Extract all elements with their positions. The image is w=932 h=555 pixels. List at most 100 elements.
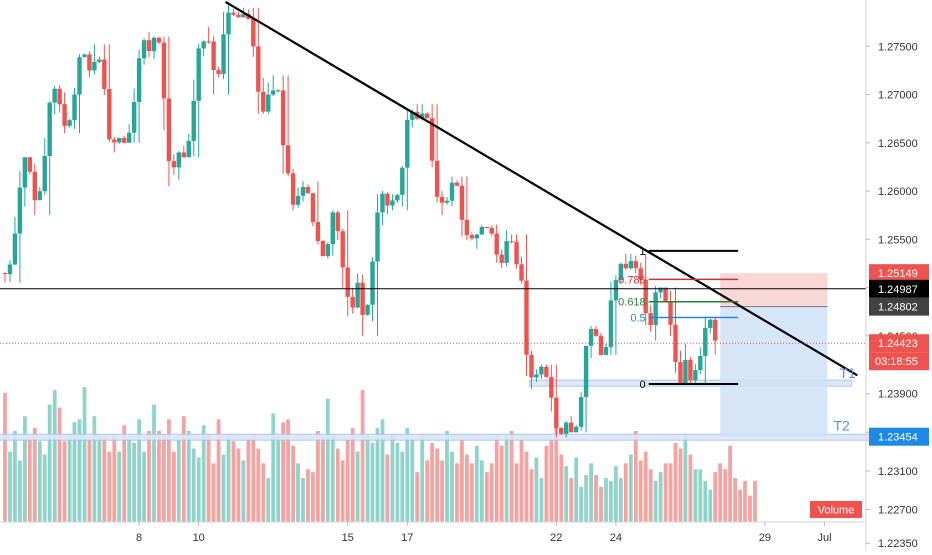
volume-bar (72, 422, 77, 522)
volume-bar (375, 428, 380, 522)
candle-body (370, 261, 375, 305)
volume-bar (82, 387, 87, 522)
volume-bar (395, 442, 400, 522)
volume-bar (172, 451, 176, 522)
candle-body (454, 182, 460, 186)
candle-body (494, 233, 499, 255)
candle-body (608, 300, 614, 348)
candle-body (583, 345, 589, 398)
candle-body (449, 182, 455, 201)
volume-bar (281, 422, 285, 522)
price-badge (869, 279, 929, 298)
volume-bar (221, 454, 226, 522)
price-tick-label: 1.26500 (878, 138, 918, 150)
candle-body (509, 241, 514, 243)
time-tick-label: Jul (817, 532, 831, 544)
volume-bar (87, 439, 92, 522)
volume-bar (42, 454, 47, 522)
volume-bar (122, 425, 127, 522)
candle-body (429, 118, 435, 161)
candle-body (544, 366, 549, 377)
volume-bar (400, 451, 405, 522)
price-badge-label: 1.24987 (878, 284, 918, 296)
volume-bar (445, 431, 449, 522)
volume-bar (271, 413, 276, 522)
volume-bar (534, 457, 539, 522)
volume-bar (514, 463, 519, 522)
volume-bar (276, 436, 281, 522)
fib-level-label: 0.5 (630, 312, 645, 324)
candle-body (161, 42, 167, 99)
candle-body (375, 212, 380, 262)
candle-body (573, 426, 579, 433)
candle-body (156, 37, 162, 43)
candle-body (335, 212, 340, 232)
candle-body (211, 41, 216, 71)
candle-body (37, 191, 42, 201)
candle-body (345, 267, 350, 297)
time-axis[interactable]: 8 10 15 17 22 24 29 Jul (136, 522, 832, 544)
downtrend-line[interactable] (224, 0, 858, 377)
volume-bar (693, 469, 698, 522)
candle-body (2, 273, 8, 275)
candle-body (564, 422, 569, 434)
volume-bar (703, 480, 708, 522)
candle-body (410, 111, 415, 120)
countdown-label: 03:18:55 (875, 356, 918, 368)
volume-bar (609, 480, 613, 522)
candle-body (92, 61, 97, 71)
volume-bar (256, 448, 261, 522)
candle-body (678, 362, 683, 384)
candle-body (136, 58, 142, 102)
fib-level-label: 0 (640, 379, 646, 391)
volume-bar (405, 428, 410, 522)
volume-bar (584, 475, 588, 522)
candle-body (82, 54, 87, 58)
volume-bar (137, 419, 141, 522)
volume-bar (723, 469, 728, 522)
candle-body (285, 145, 291, 174)
candle-body (499, 254, 504, 263)
candle-body (633, 261, 638, 269)
volume-bar (529, 469, 534, 522)
candle-body (514, 241, 519, 265)
volume-bar (52, 389, 57, 522)
candle-body (469, 235, 475, 239)
volume-bar (698, 469, 703, 522)
candle-body (67, 120, 72, 126)
candle-body (186, 140, 191, 158)
candle-body (588, 328, 594, 346)
candle-body (201, 41, 206, 49)
candle-body (405, 119, 410, 168)
candle-body (529, 354, 534, 378)
volume-bar (231, 441, 236, 522)
price-badge (869, 297, 929, 316)
volume-bar (390, 434, 395, 522)
candle-body (390, 200, 395, 206)
price-axis[interactable]: 1.275001.270001.265001.260001.255001.250… (866, 41, 929, 550)
price-badge-label: 1.25149 (878, 268, 918, 280)
candle-body (166, 98, 172, 162)
volume-bar (186, 431, 191, 522)
price-badge (869, 334, 929, 353)
volume-bar (733, 478, 737, 522)
volume-bar (494, 434, 499, 522)
candle-body (206, 41, 211, 43)
price-tick-label: 1.22350 (878, 538, 918, 550)
target-zone (720, 306, 828, 437)
price-tick-label: 1.22700 (878, 504, 918, 516)
volume-bar (564, 466, 569, 522)
volume-bar (236, 448, 241, 522)
candle-body (698, 355, 703, 371)
candle-body (703, 327, 708, 356)
volume-bar (355, 451, 360, 522)
candle-body (17, 187, 23, 234)
volume-bar (519, 439, 524, 522)
labels-layer: T1 T2 Volume (810, 365, 862, 518)
volume-bar (489, 463, 494, 522)
volume-bar (718, 463, 723, 522)
volume-bar (425, 460, 430, 522)
volume-bar (162, 434, 166, 522)
candle-body (658, 287, 663, 293)
